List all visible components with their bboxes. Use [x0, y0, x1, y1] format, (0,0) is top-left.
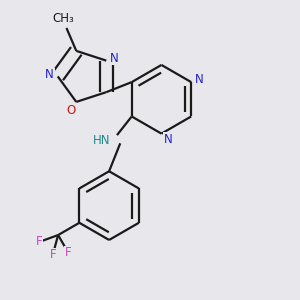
Text: F: F — [36, 236, 42, 248]
Text: F: F — [50, 248, 56, 261]
Text: N: N — [164, 133, 172, 146]
Text: N: N — [195, 73, 204, 86]
Text: HN: HN — [93, 134, 110, 146]
Text: N: N — [45, 68, 54, 81]
Text: N: N — [110, 52, 119, 64]
Text: CH₃: CH₃ — [52, 12, 74, 25]
Text: O: O — [67, 103, 76, 117]
Text: F: F — [65, 246, 72, 259]
